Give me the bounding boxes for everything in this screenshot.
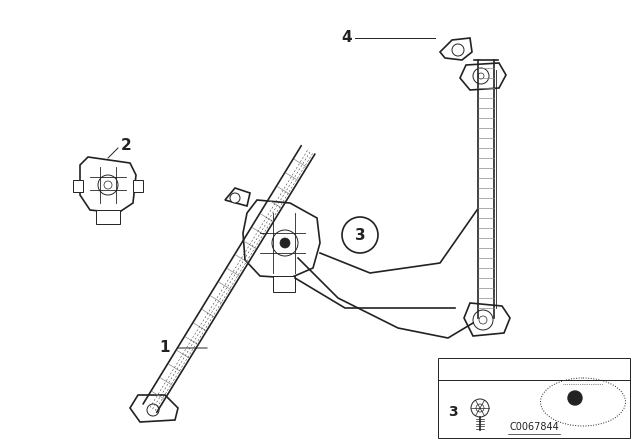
Bar (73, 180, 83, 192)
Bar (133, 180, 143, 192)
Circle shape (473, 68, 489, 84)
Polygon shape (243, 200, 320, 278)
Circle shape (147, 404, 159, 416)
Circle shape (471, 399, 489, 417)
Circle shape (452, 44, 464, 56)
Circle shape (98, 175, 118, 195)
Circle shape (280, 238, 290, 248)
Polygon shape (130, 395, 178, 422)
Circle shape (476, 404, 484, 412)
Circle shape (568, 391, 582, 405)
Polygon shape (440, 38, 472, 60)
Polygon shape (464, 303, 510, 336)
Bar (96, 210, 120, 224)
Text: 2: 2 (121, 138, 132, 154)
Circle shape (478, 73, 484, 79)
Circle shape (104, 181, 112, 189)
Polygon shape (80, 157, 136, 213)
Ellipse shape (541, 378, 625, 426)
Text: 1: 1 (159, 340, 170, 356)
Bar (273, 276, 295, 292)
Circle shape (230, 193, 240, 203)
Polygon shape (460, 63, 506, 90)
Circle shape (342, 217, 378, 253)
Polygon shape (225, 188, 250, 206)
Text: 3: 3 (448, 405, 458, 419)
Circle shape (473, 310, 493, 330)
Text: 3: 3 (355, 228, 365, 242)
Text: 4: 4 (341, 30, 352, 44)
Circle shape (272, 230, 298, 256)
Text: C0067844: C0067844 (509, 422, 559, 432)
Bar (438, 358, 630, 438)
Circle shape (479, 316, 487, 324)
